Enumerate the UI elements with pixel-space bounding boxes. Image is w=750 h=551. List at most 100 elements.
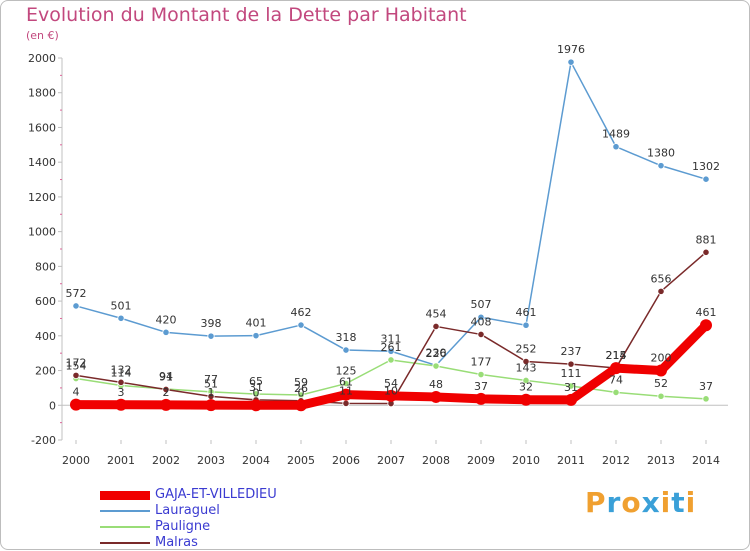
data-point (70, 398, 82, 411)
data-point (387, 347, 395, 355)
legend-label: Lauraguel (155, 503, 220, 518)
data-point (477, 330, 485, 339)
chart-legend: GAJA-ET-VILLEDIEU Lauraguel Pauligne Malras (100, 487, 360, 551)
legend-swatch (100, 542, 150, 544)
data-label: 318 (336, 331, 357, 344)
x-tick-label: 2005 (287, 454, 315, 467)
x-tick-label: 2011 (557, 454, 585, 467)
line-chart: -200020040060080010001200140016001800200… (28, 43, 728, 467)
data-label: 311 (381, 332, 402, 345)
data-point (522, 321, 530, 329)
data-point (702, 175, 710, 183)
data-label: 37 (474, 380, 488, 393)
data-point (520, 393, 532, 406)
legend-label: GAJA-ET-VILLEDIEU (155, 487, 277, 502)
data-label: 261 (381, 341, 402, 354)
data-label: 52 (654, 377, 668, 390)
chart-title: Evolution du Montant de la Dette par Hab… (26, 4, 467, 26)
data-point (657, 392, 665, 400)
data-point (162, 385, 170, 394)
x-tick-label: 2002 (152, 454, 180, 467)
data-point (475, 392, 487, 405)
data-point (117, 314, 125, 322)
legend-item: GAJA-ET-VILLEDIEU (100, 487, 360, 503)
data-point (72, 371, 80, 380)
data-label: 3 (118, 386, 125, 399)
data-label: 462 (291, 306, 312, 319)
data-point (657, 287, 665, 295)
data-label: 114 (111, 366, 132, 379)
legend-label: Malras (155, 535, 198, 550)
data-label: 61 (339, 376, 353, 389)
data-label: 408 (471, 315, 492, 328)
data-label: 398 (201, 317, 222, 330)
data-label: 237 (561, 345, 582, 358)
data-point (567, 382, 575, 390)
data-label: 1302 (692, 160, 720, 173)
data-label: 65 (249, 375, 263, 388)
data-point (250, 399, 262, 412)
data-label: 461 (516, 306, 537, 319)
data-label: 59 (294, 376, 308, 389)
data-point (655, 364, 667, 377)
data-label: 461 (696, 306, 717, 319)
y-tick-label: 1800 (28, 87, 56, 100)
data-label: 1976 (557, 43, 585, 56)
x-tick-label: 2006 (332, 454, 360, 467)
y-tick-label: 0 (49, 399, 56, 412)
data-point (387, 356, 395, 364)
data-point (342, 379, 350, 388)
data-label: 1380 (647, 147, 675, 160)
x-tick-label: 2008 (422, 454, 450, 467)
data-label: 420 (156, 313, 177, 326)
data-label: 214 (606, 349, 627, 362)
data-point (160, 398, 172, 411)
data-point (115, 398, 127, 411)
y-tick-label: 1600 (28, 121, 56, 134)
data-label: 154 (66, 360, 87, 373)
data-point (477, 313, 485, 321)
data-label: 37 (699, 380, 713, 393)
data-point (297, 321, 305, 329)
data-label: 501 (111, 299, 132, 312)
data-point (702, 395, 710, 403)
data-point (657, 162, 665, 170)
legend-item: Malras (100, 535, 360, 551)
data-label: 454 (426, 307, 447, 320)
data-label: 252 (516, 343, 537, 356)
data-label: 143 (516, 361, 537, 374)
y-tick-label: 1200 (28, 191, 56, 204)
data-point (565, 393, 577, 406)
data-point (205, 399, 217, 412)
data-label: 2 (163, 386, 170, 399)
x-tick-label: 2000 (62, 454, 90, 467)
chart-subtitle: (en €) (26, 29, 59, 42)
data-label: 51 (204, 377, 218, 390)
x-tick-label: 2009 (467, 454, 495, 467)
data-label: 200 (651, 352, 672, 365)
data-label: 91 (159, 370, 173, 383)
y-tick-label: 1000 (28, 226, 56, 239)
data-label: 111 (561, 367, 582, 380)
x-tick-label: 2003 (197, 454, 225, 467)
legend-item: Lauraguel (100, 503, 360, 519)
legend-swatch (100, 490, 150, 500)
y-tick-label: 600 (35, 295, 56, 308)
y-tick-label: 2000 (28, 52, 56, 65)
data-point (702, 248, 710, 256)
data-label: 26 (294, 382, 308, 395)
data-point (385, 389, 397, 402)
data-point (430, 390, 442, 403)
legend-label: Pauligne (155, 519, 211, 534)
x-tick-label: 2014 (692, 454, 720, 467)
y-tick-label: 1400 (28, 156, 56, 169)
data-label: 507 (471, 298, 492, 311)
data-point (612, 143, 620, 151)
y-tick-label: -200 (31, 434, 56, 447)
data-label: 31 (249, 381, 263, 394)
data-label: 401 (246, 317, 267, 330)
data-label: 132 (111, 363, 132, 376)
data-label: 572 (66, 287, 87, 300)
data-label: 230 (426, 346, 447, 359)
